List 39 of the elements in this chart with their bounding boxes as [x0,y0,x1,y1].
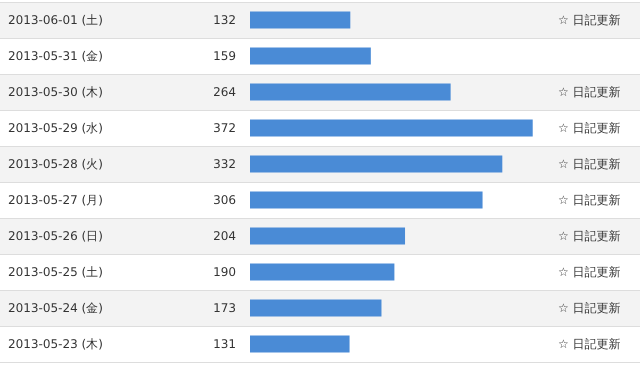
text: ☆ 日記更新 [558,157,621,171]
text: ☆ 日記更新 [558,85,621,99]
data-label: 131 [213,337,236,351]
bar [250,84,451,100]
bar [250,336,350,352]
bar [250,48,371,64]
data-label: 306 [213,193,236,207]
bar [250,120,533,136]
y-tick-label: 2013-06-01 (土) [8,13,103,27]
data-label: 372 [213,121,236,135]
data-label: 204 [213,229,236,243]
bar [250,300,382,316]
data-label: 173 [213,301,236,315]
bar [250,12,350,28]
y-tick-label: 2013-05-29 (水) [8,121,103,135]
y-tick-label: 2013-05-28 (火) [8,157,103,171]
bar [250,156,502,172]
data-label: 190 [213,265,236,279]
bar [250,228,406,244]
y-tick-label: 2013-05-31 (金) [8,49,103,63]
y-tick-label: 2013-05-26 (日) [8,229,103,243]
text: ☆ 日記更新 [558,337,621,351]
y-tick-label: 2013-05-30 (木) [8,85,103,99]
text: ☆ 日記更新 [558,301,621,315]
text: ☆ 日記更新 [558,121,621,135]
bar [250,192,483,208]
data-label: 332 [213,157,236,171]
data-label: 264 [213,85,236,99]
y-tick-label: 2013-05-25 (土) [8,265,103,279]
y-tick-label: 2013-05-23 (木) [8,337,103,351]
data-label: 159 [213,49,236,63]
data-label: 132 [213,13,236,27]
text: ☆ 日記更新 [558,193,621,207]
text: ☆ 日記更新 [558,229,621,243]
y-tick-label: 2013-05-27 (月) [8,193,103,207]
text: ☆ 日記更新 [558,13,621,27]
text: ☆ 日記更新 [558,265,621,279]
y-tick-label: 2013-05-24 (金) [8,301,103,315]
bar [250,264,394,280]
